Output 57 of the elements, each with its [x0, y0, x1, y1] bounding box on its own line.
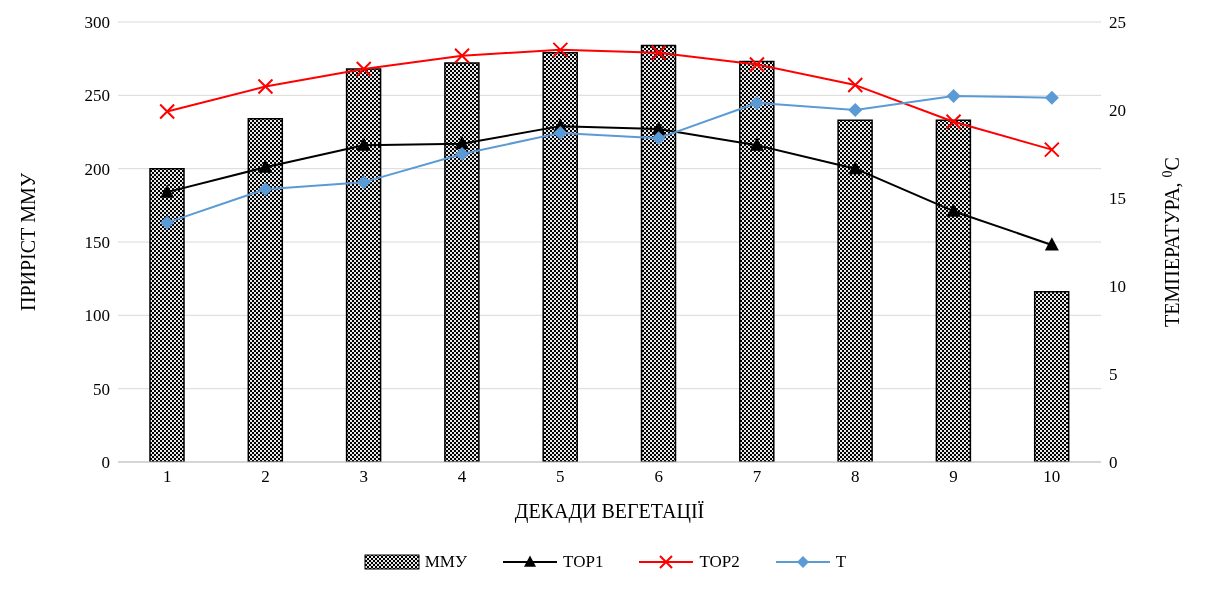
y2-tick-label: 5: [1109, 365, 1118, 385]
point: [356, 137, 371, 151]
point: [1043, 141, 1060, 158]
point: [1044, 237, 1059, 251]
x-tick-label: 4: [457, 467, 467, 487]
point: [455, 147, 470, 161]
legend-label: ТОР1: [563, 552, 604, 572]
point: [553, 125, 568, 140]
legend-label: ММУ: [424, 552, 468, 572]
x-tick-label: 10: [1043, 467, 1061, 487]
point: [356, 175, 371, 190]
x-tick-label: 3: [359, 467, 368, 487]
point: [355, 60, 372, 77]
point: [847, 77, 864, 94]
legend-label: T: [835, 552, 847, 572]
point: [748, 56, 765, 73]
point: [848, 160, 863, 175]
y-axis-title: ПРИРІСТ ММУ: [17, 172, 40, 312]
point: [650, 44, 667, 61]
y2-tick-label: 20: [1109, 101, 1126, 121]
y-tick-label: 100: [84, 306, 110, 326]
y2-tick-label: 15: [1109, 189, 1126, 209]
x-tick-label: 6: [654, 467, 663, 487]
y-tick-label: 50: [93, 379, 110, 399]
point: [257, 78, 274, 95]
x-tick-label: 2: [261, 467, 270, 487]
y2-tick-label: 0: [1109, 453, 1118, 473]
point: [749, 137, 764, 151]
point: [258, 159, 273, 173]
point: [946, 88, 961, 103]
x-axis-title: ДЕКАДИ ВЕГЕТАЦІЇ: [514, 500, 705, 523]
x-tick-label: 7: [752, 467, 762, 487]
point: [160, 215, 175, 230]
point: [454, 47, 471, 64]
bar: [1033, 291, 1070, 462]
y2-tick-label: 10: [1109, 277, 1126, 297]
x-tick-label: 8: [851, 467, 860, 487]
point: [749, 95, 764, 110]
point: [848, 103, 863, 117]
point: [946, 203, 961, 217]
legend-label: ТОР2: [699, 552, 740, 572]
y-tick-label: 250: [84, 86, 110, 106]
point: [1044, 90, 1059, 105]
y-tick-label: 150: [84, 233, 110, 253]
point: [160, 184, 175, 198]
x-tick-label: 9: [949, 467, 958, 487]
x-tick-label: 1: [162, 467, 172, 487]
x-tick-label: 5: [556, 467, 565, 487]
y-tick-label: 0: [101, 453, 110, 473]
y-tick-label: 200: [84, 159, 110, 179]
point: [552, 41, 569, 58]
point: [651, 131, 666, 146]
y2-tick-label: 25: [1109, 13, 1126, 33]
point: [258, 182, 273, 197]
y-tick-label: 300: [84, 13, 110, 33]
point: [159, 103, 176, 120]
point: [945, 113, 962, 130]
